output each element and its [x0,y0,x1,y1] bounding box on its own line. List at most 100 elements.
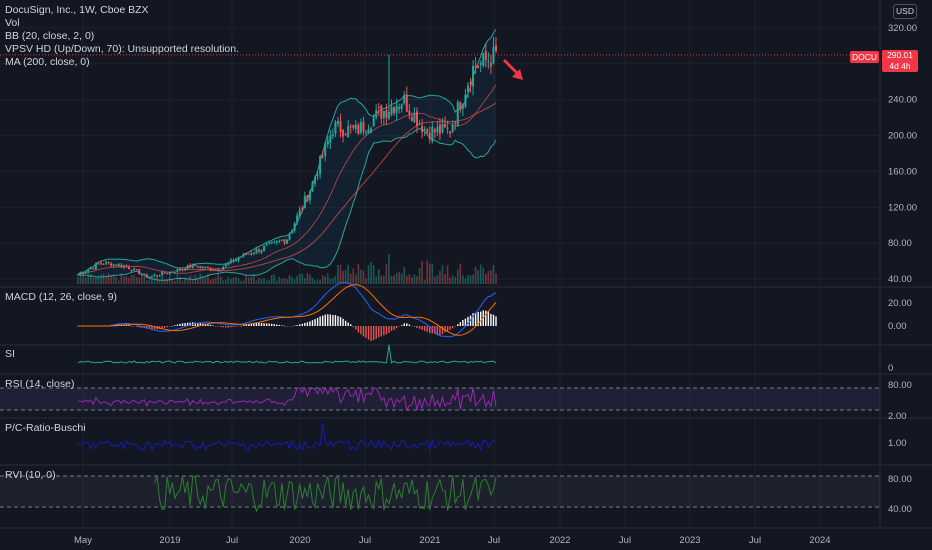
time-tick-label: Jul [359,535,371,546]
candle-body [415,111,418,126]
volume-bar [309,274,311,284]
currency-badge[interactable]: USD [893,4,917,19]
time-tick-label: 2023 [679,535,700,546]
volume-bar [393,275,395,284]
macd-histogram-bar [400,325,403,326]
volume-bar [283,278,286,284]
candle-body [273,241,276,243]
candle-body [436,127,439,133]
macd-histogram-bar [406,323,408,326]
volume-bar [344,270,347,284]
volume-bar [293,279,296,284]
volume-bar [217,273,219,284]
candle-body [324,143,327,156]
candle-body [398,107,401,110]
macd-histogram-bar [240,325,242,327]
macd-histogram-bar [436,326,439,336]
macd-histogram-bar [365,326,367,338]
macd-histogram-bar [176,324,179,326]
volume-bar [258,277,260,284]
macd-histogram-bar [225,326,227,328]
candle-body [321,155,324,157]
volume-bar [273,274,276,284]
si-label[interactable]: SI [5,348,15,360]
volume-bar [125,275,128,284]
volume-bar [245,275,248,284]
time-axis[interactable]: May 2019 Jul 2020 Jul 2021 Jul 2022 Jul 2023 Jul 20… [74,535,831,546]
volume-bar [225,279,227,284]
macd-histogram-bar [161,326,163,329]
indicator-bb[interactable]: BB (20, close, 2, 0) [5,30,95,42]
macd-histogram-bar [199,323,202,326]
indicator-vpsv[interactable]: VPSV HD (Up/Down, 70): Unsupported resol… [5,43,240,55]
si-pane [77,344,497,364]
macd-histogram-bar [378,326,380,338]
candle-body [387,112,390,119]
macd-histogram-bar [467,316,469,326]
bar-countdown: 4d 4h [889,61,911,71]
volume-bar [265,280,268,284]
macd-histogram-bar [263,323,265,326]
candle-body [291,230,294,234]
volume-bar [479,264,482,284]
volume-bar [184,277,186,284]
candle-body [148,277,151,279]
macd-histogram-bar [383,326,385,336]
candle-body [451,125,454,132]
si-tick-label: 0 [888,363,893,374]
volume-bar [383,275,385,284]
candle-body [115,264,118,266]
macd-pane [77,281,497,341]
candle-body [186,265,189,270]
rsi-label[interactable]: RSI (14, close) [5,378,75,390]
price-tick-label: 120.00 [888,202,917,213]
macd-histogram-bar [416,326,418,329]
grid [0,0,880,528]
macd-histogram-bar [375,326,377,339]
candle-body [283,239,286,243]
arrow-head [512,69,523,80]
volume-bar [143,275,146,284]
indicator-ma[interactable]: MA (200, close, 0) [5,56,90,68]
volume-bar [298,273,301,284]
macd-label[interactable]: MACD (12, 26, close, 9) [5,291,118,303]
macd-histogram-bar [222,326,224,328]
macd-histogram-bar [232,326,235,328]
candle-body [489,62,492,67]
macd-histogram-bar [324,314,326,326]
candle-body [122,265,125,268]
macd-histogram-bar [174,325,176,326]
rvi-label[interactable]: RVI (10, 0) [5,469,56,481]
volume-bar [403,267,406,284]
macd-histogram-bar [293,325,296,327]
indicator-vol[interactable]: Vol [5,17,20,29]
volume-bar [446,265,449,284]
price-tick-label: 160.00 [888,166,917,177]
candle-body [89,268,92,270]
candle-body [469,82,472,85]
macd-histogram-bar [441,326,444,335]
pc-tick-label: 1.00 [888,438,907,449]
price-axis[interactable]: 320.00280.00240.00200.00160.00120.0080.0… [888,23,917,515]
candle-body [224,264,227,267]
volume-bar [408,274,411,284]
candle-body [110,263,113,266]
volume-bar [332,278,334,284]
candle-body [357,124,360,135]
candle-body [306,195,309,201]
candle-body [191,264,194,268]
candle-body [99,263,102,265]
candle-body [495,45,497,52]
candle-body [112,264,115,266]
volume-bar [166,279,169,284]
macd-histogram-bar [357,326,360,333]
macd-histogram-bar [429,326,431,333]
volume-bar [214,277,217,284]
volume-bar [321,275,324,284]
pc-ratio-label[interactable]: P/C-Ratio-Buschi [5,422,86,434]
macd-histogram-bar [212,325,214,326]
candle-body [196,266,199,268]
chart-title[interactable]: DocuSign, Inc., 1W, Cboe BZX [5,4,149,16]
candle-body [178,268,181,270]
